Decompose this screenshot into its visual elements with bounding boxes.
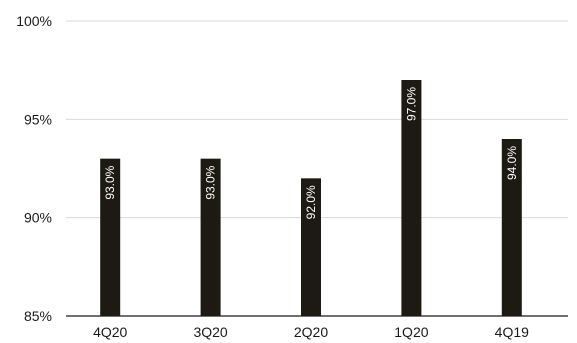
bar-data-label: 92.0%	[304, 185, 318, 219]
bar-data-label: 93.0%	[103, 165, 117, 199]
bar	[100, 158, 121, 316]
y-tick-label: 85%	[24, 308, 52, 324]
bar-data-label: 93.0%	[204, 165, 218, 199]
bar	[501, 139, 522, 316]
x-axis-tick-labels: 4Q20 3Q20 2Q20 1Q20 4Q19	[93, 324, 529, 340]
x-tick-label: 4Q19	[495, 324, 529, 340]
bars	[100, 80, 522, 316]
bar-data-labels: 93.0% 93.0% 92.0% 97.0% 94.0%	[103, 87, 519, 220]
bar-data-label: 97.0%	[404, 87, 418, 121]
y-axis-tick-labels: 85% 90% 95% 100%	[16, 13, 52, 324]
y-tick-label: 95%	[24, 111, 52, 127]
x-tick-label: 4Q20	[93, 324, 127, 340]
bar-data-label: 94.0%	[505, 146, 519, 180]
y-tick-label: 90%	[24, 210, 52, 226]
bar	[200, 158, 221, 316]
x-tick-label: 3Q20	[193, 324, 227, 340]
x-tick-label: 1Q20	[394, 324, 428, 340]
bar	[301, 178, 321, 316]
bar	[401, 80, 422, 316]
x-tick-label: 2Q20	[294, 324, 328, 340]
y-tick-label: 100%	[16, 13, 52, 29]
